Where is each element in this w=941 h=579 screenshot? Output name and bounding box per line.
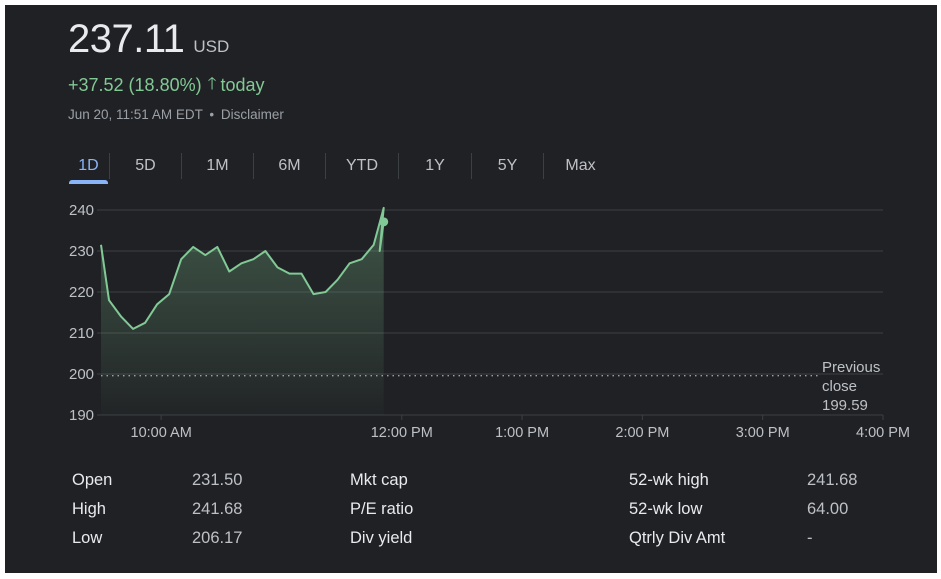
current-price-point (379, 217, 389, 227)
stat-value-52-wk-high: 241.68 (807, 471, 858, 489)
meta-separator: • (209, 107, 215, 122)
previous-close-label: 199.59 (822, 397, 868, 414)
x-tick-label: 1:00 PM (495, 425, 549, 441)
stat-label-high: High (72, 500, 106, 518)
change-period: today (220, 75, 265, 95)
tab-max[interactable]: Max (544, 157, 617, 175)
tab-label: 1M (206, 157, 229, 174)
stat-label-div-yield: Div yield (350, 529, 413, 547)
stat-label-low: Low (72, 529, 103, 547)
stat-label-mkt-cap: Mkt cap (350, 471, 408, 489)
previous-close-label: Previous (822, 359, 880, 376)
tab-1y[interactable]: 1Y (399, 157, 471, 175)
tab-separator (253, 153, 254, 179)
y-tick-label: 230 (69, 243, 94, 260)
quote-timestamp: Jun 20, 11:51 AM EDT (68, 107, 203, 122)
stat-value-52-wk-low: 64.00 (807, 500, 849, 518)
up-arrow-icon: 🡑 (207, 74, 217, 93)
price-row: 237.11 USD (68, 17, 229, 62)
disclaimer-link[interactable]: Disclaimer (220, 107, 284, 122)
stat-value-high: 241.68 (192, 500, 243, 518)
previous-close-label: close (822, 378, 857, 395)
y-tick-label: 210 (69, 325, 94, 342)
tab-ytd[interactable]: YTD (326, 157, 398, 175)
x-tick-label: 4:00 PM (856, 425, 910, 441)
tab-label: 5Y (497, 157, 518, 174)
tab-label: 5D (135, 157, 156, 174)
stat-value-open: 231.50 (192, 471, 243, 489)
active-tab-indicator (69, 180, 108, 184)
stat-label-52-wk-high: 52-wk high (629, 471, 709, 489)
tab-label: 1Y (425, 157, 445, 174)
price-chart: 240 230 220 210 200 190 10:00 AM 12:00 PM 1:00 P… (69, 202, 910, 441)
tab-separator (181, 153, 182, 179)
quote-meta: Jun 20, 11:51 AM EDT • Disclaimer (68, 107, 284, 122)
tab-1d[interactable]: 1D (68, 157, 109, 184)
tab-5d[interactable]: 5D (110, 157, 181, 175)
x-tick-label: 3:00 PM (736, 425, 790, 441)
y-tick-label: 190 (69, 407, 94, 424)
price-change: +37.52 (18.80%) (68, 75, 202, 95)
tab-separator (325, 153, 326, 179)
stat-value-low: 206.17 (192, 529, 243, 547)
price-change-row: +37.52 (18.80%) 🡑 today (68, 71, 264, 100)
stat-label-p-e-ratio: P/E ratio (350, 500, 414, 518)
tab-5y[interactable]: 5Y (472, 157, 543, 175)
x-tick-label: 12:00 PM (371, 425, 433, 441)
stock-quote-card: 237.11 USD +37.52 (18.80%) 🡑 today Jun 2… (5, 5, 937, 573)
tab-label: YTD (346, 157, 378, 174)
tab-separator (109, 153, 110, 179)
tab-separator (471, 153, 472, 179)
x-tick-label: 10:00 AM (131, 425, 192, 441)
price-line (100, 206, 385, 330)
stat-label-52-wk-low: 52-wk low (629, 500, 703, 518)
tab-6m[interactable]: 6M (254, 157, 325, 175)
stat-label-open: Open (72, 471, 113, 489)
currency-label: USD (193, 37, 230, 56)
tab-label: 6M (278, 157, 301, 174)
current-price: 237.11 (68, 17, 185, 61)
tab-separator (543, 153, 544, 179)
price-area (101, 207, 384, 415)
tab-separator (398, 153, 399, 179)
tab-label: 1D (78, 157, 99, 174)
y-tick-label: 240 (69, 202, 94, 219)
tab-label: Max (565, 157, 596, 174)
y-tick-label: 220 (69, 284, 94, 301)
stat-value-qtrly-div-amt: - (807, 529, 813, 547)
y-tick-label: 200 (69, 366, 94, 383)
tab-1m[interactable]: 1M (182, 157, 253, 175)
x-tick-label: 2:00 PM (615, 425, 669, 441)
stat-label-qtrly-div-amt: Qtrly Div Amt (629, 529, 726, 547)
range-tabs: 1D 5D 1M 6M YTD 1Y 5Y Max (68, 147, 617, 185)
